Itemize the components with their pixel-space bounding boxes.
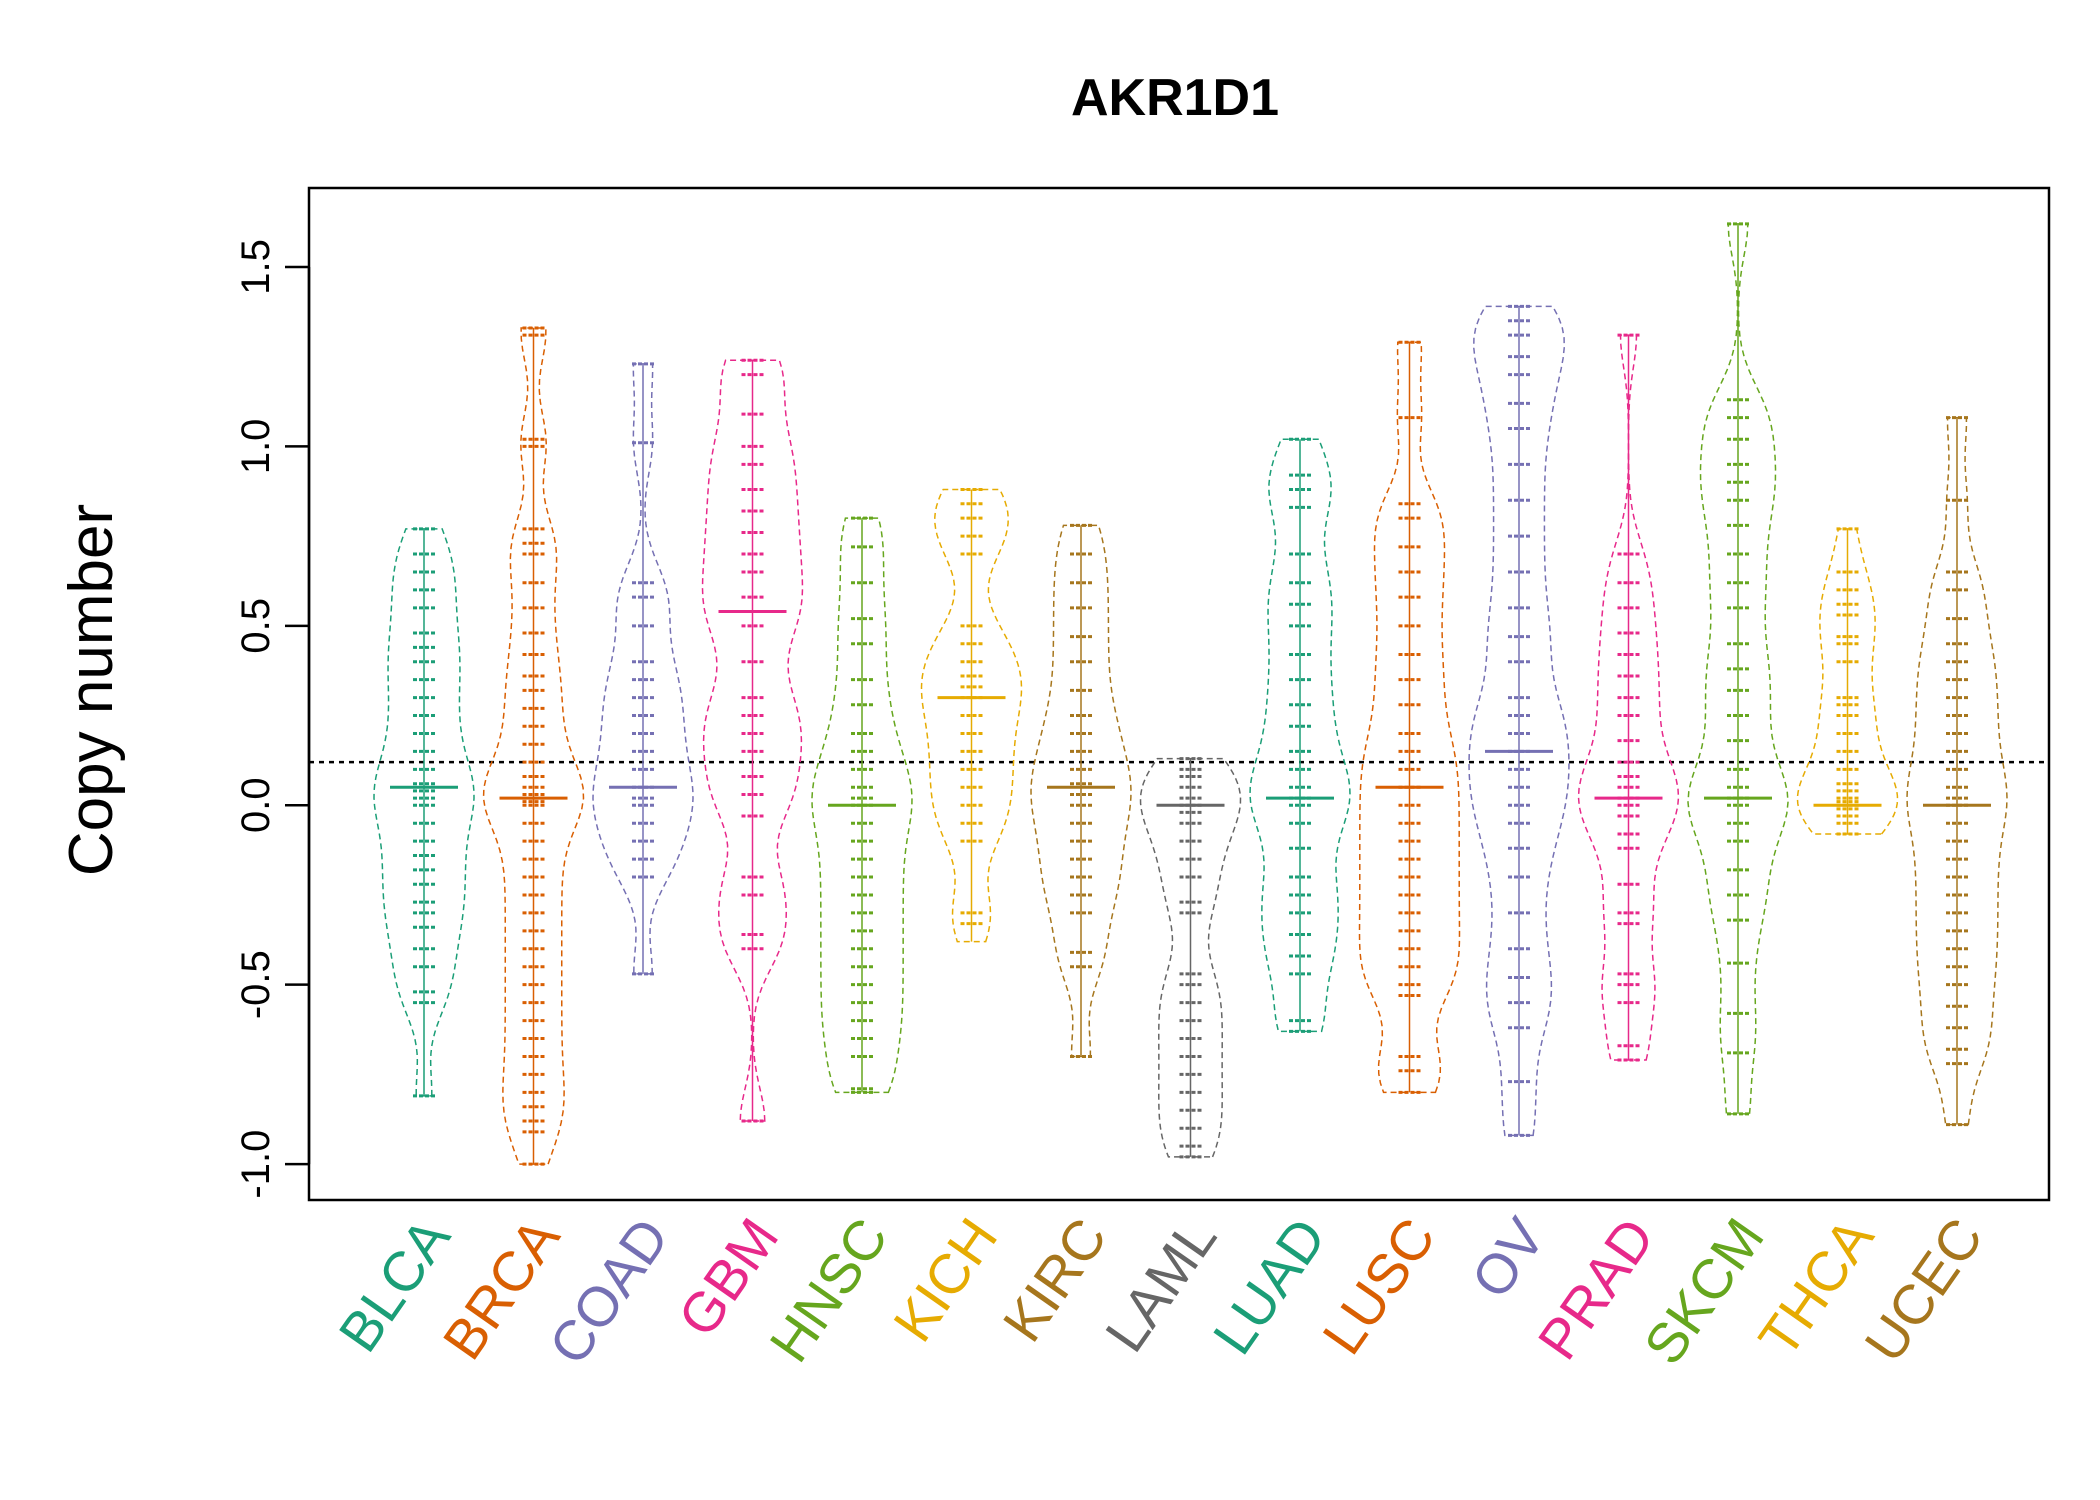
- bean-outline: [1249, 438, 1351, 1033]
- bean-prad: [1577, 333, 1680, 1062]
- bean-kich: [920, 487, 1023, 943]
- y-axis-label: Copy number: [57, 504, 126, 876]
- bean-ucec: [1906, 416, 2008, 1127]
- y-tick-label: 1.5: [234, 239, 278, 295]
- bean-outline: [701, 359, 804, 1122]
- y-tick-label: 1.0: [234, 419, 278, 475]
- chart-title: AKR1D1: [1071, 69, 1279, 127]
- bean-ov: [1468, 304, 1570, 1137]
- y-tick-label: 0.5: [234, 598, 278, 654]
- bean-outline: [920, 488, 1023, 943]
- bean-outline: [1358, 341, 1461, 1094]
- bean-outline: [811, 517, 913, 1094]
- bean-hnsc: [811, 516, 913, 1094]
- y-tick-label: -0.5: [234, 950, 278, 1019]
- bean-outline: [1139, 757, 1242, 1158]
- bean-laml: [1139, 757, 1242, 1159]
- y-tick-label: -1.0: [234, 1130, 278, 1199]
- bean-blca: [373, 527, 475, 1098]
- y-axis: -1.0 -0.5 0.0 0.5 1.0 1.5: [234, 239, 311, 1199]
- bean-outline: [1468, 305, 1570, 1137]
- bean-luad: [1249, 437, 1351, 1033]
- bean-outline: [373, 528, 475, 1097]
- bean-coad: [592, 362, 694, 976]
- bean-thca: [1796, 527, 1899, 836]
- bean-outline: [482, 327, 585, 1165]
- bean-skcm: [1687, 222, 1789, 1116]
- bean-kirc: [1030, 523, 1132, 1058]
- beans-group: [373, 222, 2008, 1166]
- bean-outline: [1030, 524, 1132, 1058]
- bean-lusc: [1358, 340, 1461, 1094]
- y-tick-label: 0.0: [234, 777, 278, 833]
- bean-gbm: [701, 358, 804, 1123]
- bean-brca: [482, 326, 585, 1166]
